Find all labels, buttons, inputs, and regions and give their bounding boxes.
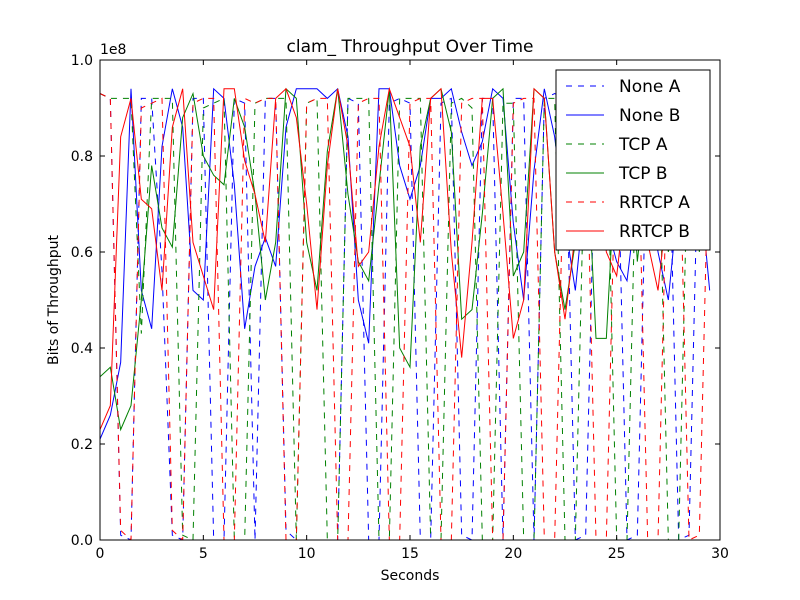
x-tick-label: 30 <box>711 546 729 562</box>
y-axis-label: Bits of Throughput <box>46 234 62 365</box>
series-line-5 <box>100 93 711 540</box>
y-offset-text: 1e8 <box>100 42 126 58</box>
legend-label: None B <box>619 106 680 126</box>
x-tick-label: 25 <box>608 546 626 562</box>
y-tick-label: 0.2 <box>71 437 93 453</box>
legend-label: TCP A <box>618 135 668 155</box>
legend-label: None A <box>619 77 681 97</box>
chart-title: clam_ Throughput Over Time <box>287 37 534 57</box>
legend-label: RRTCP A <box>619 193 690 213</box>
legend-label: RRTCP B <box>619 222 690 242</box>
x-tick-label: 5 <box>199 546 208 562</box>
y-tick-label: 0.4 <box>71 341 93 357</box>
legend: None A None B TCP A TCP B RRTCP A RRTCP B <box>555 69 711 251</box>
y-tick-label: 1.0 <box>71 53 93 69</box>
x-axis-label: Seconds <box>381 568 440 584</box>
x-tick-label: 10 <box>298 546 316 562</box>
y-tick-label: 0.8 <box>71 149 93 165</box>
x-tick-label: 20 <box>504 546 522 562</box>
x-tick-label: 0 <box>96 546 105 562</box>
series-line-4 <box>100 87 711 432</box>
y-tick-label: 0.6 <box>71 245 93 261</box>
x-tick-label: 15 <box>401 546 419 562</box>
y-tick-label: 0.0 <box>71 533 93 549</box>
legend-box <box>555 69 711 251</box>
legend-items: None A None B TCP A TCP B RRTCP A RRTCP B <box>566 77 690 242</box>
ticks-layer: 0 5 10 15 20 25 30 0.0 0.2 0.4 0.6 0.8 1.0 <box>71 53 729 562</box>
legend-label: TCP B <box>618 164 668 184</box>
series-line-6 <box>100 86 711 430</box>
